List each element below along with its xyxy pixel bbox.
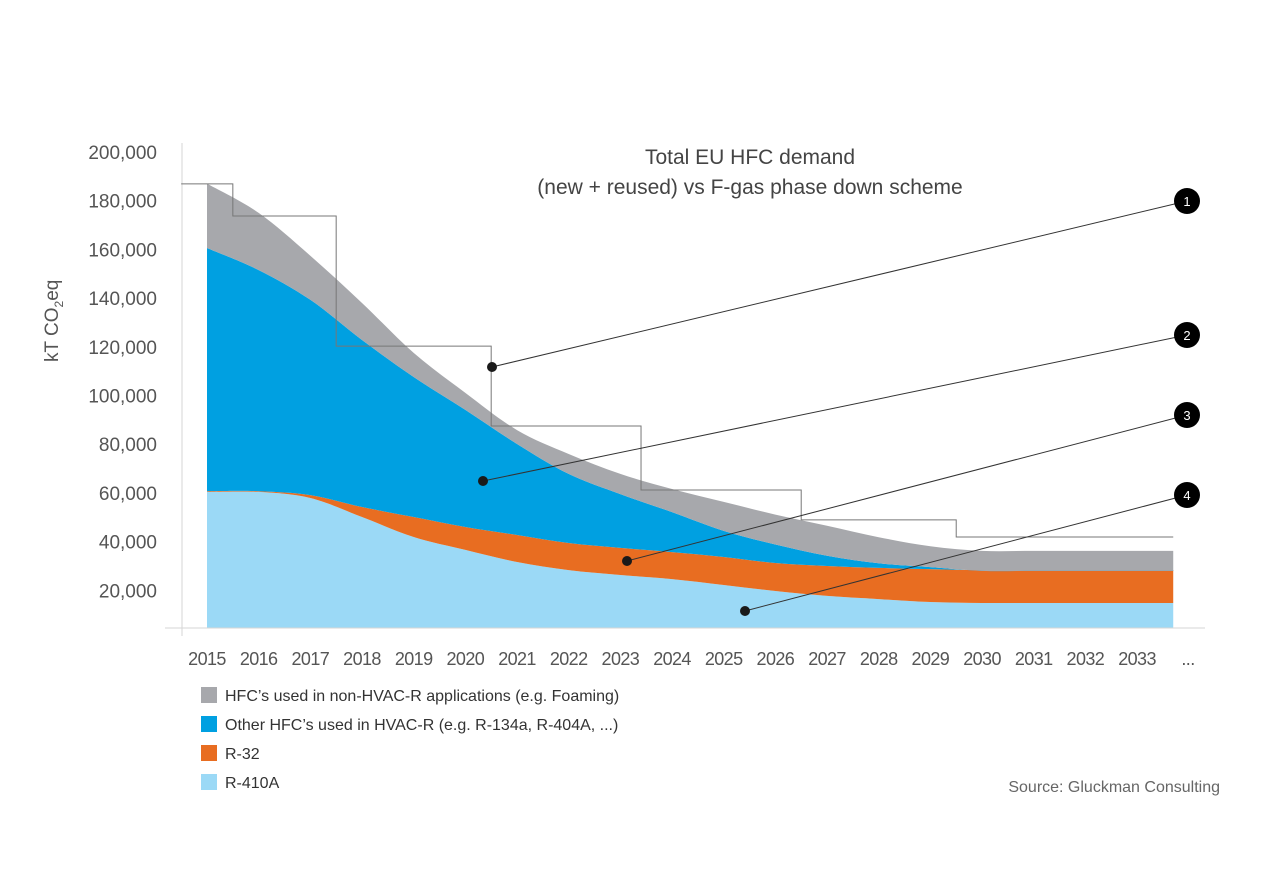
y-tick-label: 200,000 [88, 143, 157, 164]
x-tick-label: 2027 [808, 649, 846, 669]
x-tick-label: 2016 [240, 649, 278, 669]
y-label-tail: eq [42, 280, 63, 301]
callout-4: 4 [740, 482, 1200, 616]
callout-number-badge [1174, 188, 1200, 214]
callout-1: 1 [487, 188, 1200, 372]
callout-leader-line [744, 494, 1188, 612]
legend: HFC’s used in non-HVAC-R applications (e… [201, 687, 619, 792]
callout-number-badge [1174, 322, 1200, 348]
area-r-410a [207, 491, 1174, 628]
x-tick-label: 2028 [860, 649, 898, 669]
area-other-hfc-s-used-in-hvac-r-e-g-r-134a-r-404a [207, 247, 1174, 572]
callout-number-badge [1174, 402, 1200, 428]
phase-down-step-line [181, 183, 1174, 538]
legend-swatch [201, 774, 217, 790]
callout-number: 2 [1183, 328, 1190, 343]
y-tick-label: 140,000 [88, 289, 157, 310]
x-tick-label: 2033 [1118, 649, 1156, 669]
callout-number: 4 [1183, 488, 1190, 503]
x-tick-label: 2023 [602, 649, 640, 669]
callout-leader-line [491, 200, 1188, 368]
legend-label: R-410A [225, 775, 280, 792]
x-tick-label: 2024 [653, 649, 691, 669]
y-tick-label: 160,000 [88, 240, 157, 261]
y-tick-label: 40,000 [99, 533, 157, 554]
y-tick-label: 20,000 [99, 581, 157, 602]
x-tick-labels: 2015 2016 2017 2018 2019 2020 2021 2022 2023 2024… [188, 649, 1195, 669]
y-label-subscript: 2 [52, 300, 66, 307]
callout-dot [478, 476, 488, 486]
y-tick-labels: 20,000 40,000 60,000 80,000 100,000 120,000 14… [88, 143, 157, 602]
callout-number: 3 [1183, 408, 1190, 423]
legend-swatch [201, 687, 217, 703]
chart-title-line-1: Total EU HFC demand [645, 146, 855, 169]
x-tick-label: 2030 [963, 649, 1001, 669]
x-tick-label: 2015 [188, 649, 226, 669]
y-tick-label: 100,000 [88, 387, 157, 408]
callout-number-badge [1174, 482, 1200, 508]
legend-swatch [201, 745, 217, 761]
x-tick-label: 2017 [292, 649, 330, 669]
x-tick-label: 2019 [395, 649, 433, 669]
x-tick-label: 2031 [1015, 649, 1053, 669]
legend-item: R-410A [201, 774, 280, 792]
callout-2: 2 [478, 322, 1200, 486]
legend-label: HFC’s used in non-HVAC-R applications (e… [225, 688, 619, 705]
callout-dot [487, 362, 497, 372]
callout-leader-line [626, 414, 1188, 562]
x-tick-label: 2026 [757, 649, 795, 669]
legend-label: R-32 [225, 746, 260, 763]
x-tick-label: 2021 [498, 649, 536, 669]
stacked-areas [207, 183, 1174, 628]
legend-item: HFC’s used in non-HVAC-R applications (e… [201, 687, 619, 705]
x-tick-label: ... [1181, 649, 1194, 669]
y-tick-label: 180,000 [88, 192, 157, 213]
x-tick-label: 2025 [705, 649, 743, 669]
y-tick-label: 80,000 [99, 435, 157, 456]
legend-swatch [201, 716, 217, 732]
legend-item: R-32 [201, 745, 260, 763]
callout-number: 1 [1183, 194, 1190, 209]
legend-label: Other HFC’s used in HVAC-R (e.g. R-134a,… [225, 717, 618, 734]
callout-3: 3 [622, 402, 1200, 566]
callouts: 1 2 3 4 [478, 188, 1200, 616]
x-tick-label: 2032 [1067, 649, 1105, 669]
callout-dot [622, 556, 632, 566]
y-tick-label: 120,000 [88, 338, 157, 359]
chart-title-line-2: (new + reused) vs F-gas phase down schem… [537, 176, 962, 199]
y-tick-label: 60,000 [99, 484, 157, 505]
legend-item: Other HFC’s used in HVAC-R (e.g. R-134a,… [201, 716, 618, 734]
source-note: Source: Gluckman Consulting [1008, 779, 1220, 796]
y-axis-label: kT CO2eq [42, 280, 66, 362]
x-tick-label: 2022 [550, 649, 588, 669]
callout-dot [740, 606, 750, 616]
x-tick-label: 2020 [447, 649, 485, 669]
area-r-32 [207, 490, 1174, 604]
y-label-main: kT CO [42, 307, 63, 362]
x-tick-label: 2018 [343, 649, 381, 669]
callout-leader-line [482, 334, 1188, 482]
x-tick-label: 2029 [912, 649, 950, 669]
